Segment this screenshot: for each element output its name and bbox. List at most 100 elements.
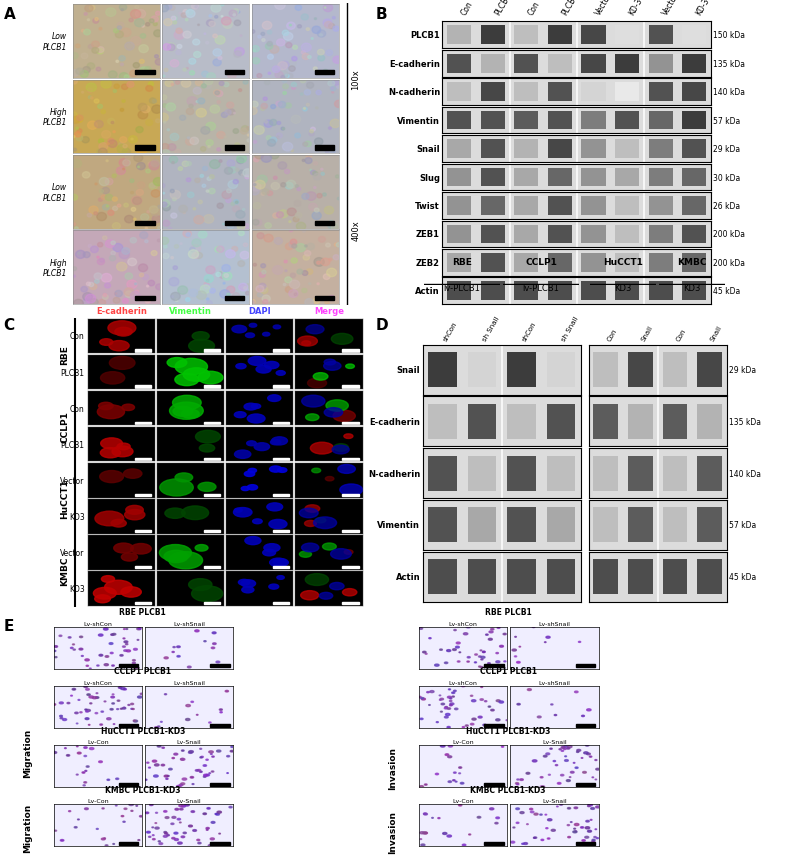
Circle shape (290, 281, 299, 289)
Circle shape (305, 142, 311, 147)
Circle shape (196, 109, 206, 118)
Circle shape (231, 746, 234, 747)
Circle shape (285, 288, 292, 294)
Text: N-cadherin: N-cadherin (388, 88, 440, 97)
Circle shape (97, 243, 103, 248)
Circle shape (209, 289, 215, 294)
Bar (628, 508, 653, 542)
Circle shape (267, 31, 272, 35)
Bar (135, 422, 151, 424)
Circle shape (329, 296, 335, 301)
Text: Con: Con (70, 404, 85, 413)
Text: E-cadherin: E-cadherin (96, 307, 147, 316)
Circle shape (85, 709, 87, 710)
Circle shape (111, 252, 115, 256)
Circle shape (301, 591, 318, 600)
Text: B: B (375, 8, 387, 22)
Circle shape (273, 266, 283, 275)
Circle shape (102, 132, 111, 139)
Circle shape (294, 294, 297, 296)
Circle shape (447, 835, 451, 837)
Circle shape (102, 188, 110, 195)
Bar (576, 842, 595, 846)
Circle shape (246, 284, 251, 288)
Circle shape (191, 4, 198, 10)
Circle shape (127, 83, 134, 88)
Circle shape (516, 783, 518, 784)
Circle shape (108, 139, 114, 145)
Circle shape (243, 288, 247, 290)
Circle shape (496, 700, 500, 702)
Circle shape (164, 811, 167, 812)
Bar (447, 254, 472, 272)
Circle shape (134, 721, 135, 722)
Circle shape (151, 190, 160, 198)
Circle shape (161, 765, 164, 766)
Circle shape (211, 821, 215, 823)
Circle shape (478, 716, 482, 718)
Circle shape (239, 284, 248, 292)
Circle shape (267, 192, 273, 196)
Text: 29 kDa: 29 kDa (713, 145, 740, 154)
Circle shape (181, 836, 185, 838)
Circle shape (190, 248, 195, 252)
Circle shape (190, 777, 194, 778)
Circle shape (209, 722, 211, 723)
Circle shape (266, 137, 271, 140)
Bar (593, 508, 619, 542)
Bar (342, 458, 359, 461)
Bar (649, 55, 673, 73)
Bar (447, 169, 472, 187)
Circle shape (181, 759, 185, 760)
Bar (547, 405, 575, 439)
Circle shape (239, 232, 244, 236)
Circle shape (201, 286, 210, 294)
Circle shape (130, 180, 134, 183)
Circle shape (174, 753, 178, 755)
Circle shape (254, 127, 264, 135)
Circle shape (88, 89, 92, 93)
Circle shape (187, 138, 190, 139)
Circle shape (303, 160, 305, 162)
Circle shape (225, 691, 228, 692)
Circle shape (202, 167, 208, 171)
Circle shape (84, 14, 87, 16)
Bar (547, 353, 575, 387)
Circle shape (80, 712, 82, 713)
Circle shape (125, 156, 130, 160)
Circle shape (60, 715, 62, 717)
Circle shape (534, 837, 536, 839)
Circle shape (262, 295, 270, 303)
Text: E-cadherin: E-cadherin (370, 418, 420, 426)
Bar (507, 508, 536, 542)
Circle shape (250, 102, 258, 108)
Circle shape (140, 274, 144, 277)
Bar (649, 169, 673, 187)
Circle shape (94, 213, 97, 216)
Bar (225, 71, 244, 75)
Circle shape (114, 29, 118, 34)
Circle shape (503, 634, 506, 635)
Circle shape (240, 36, 242, 37)
Circle shape (88, 96, 92, 100)
Circle shape (314, 258, 324, 267)
Circle shape (541, 839, 544, 840)
Circle shape (472, 718, 476, 721)
Text: 29 kDa: 29 kDa (729, 366, 756, 375)
Circle shape (126, 505, 143, 515)
Circle shape (124, 808, 127, 809)
Text: E-cadherin: E-cadherin (389, 59, 440, 69)
Circle shape (145, 779, 147, 780)
Circle shape (97, 406, 125, 419)
Circle shape (284, 284, 286, 287)
Bar (649, 226, 673, 244)
Circle shape (106, 161, 108, 163)
Circle shape (446, 650, 451, 652)
Circle shape (149, 183, 157, 190)
Text: 135 kDa: 135 kDa (729, 418, 762, 426)
Bar (697, 456, 722, 491)
Circle shape (445, 716, 448, 718)
Circle shape (466, 626, 471, 629)
Circle shape (129, 803, 134, 806)
Circle shape (117, 443, 130, 450)
